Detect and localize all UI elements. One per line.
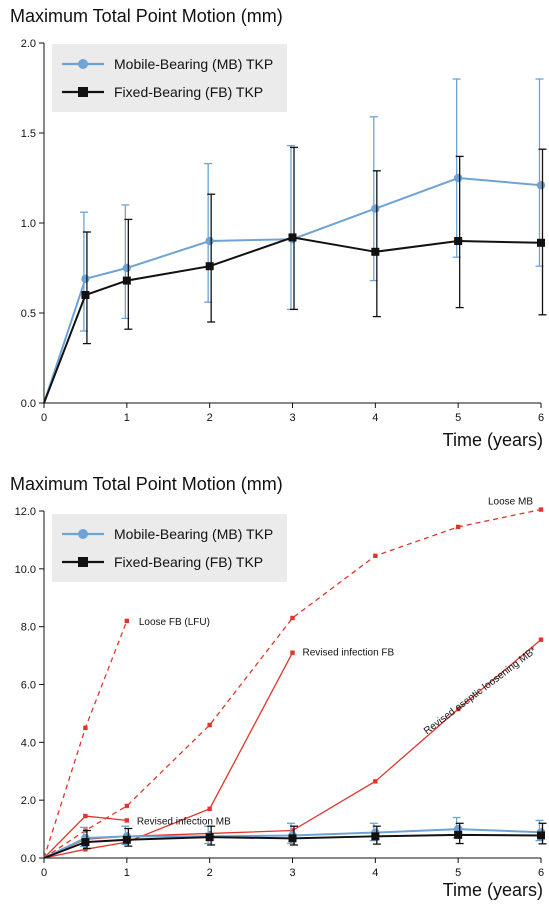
- annotation-label: Revised infection FB: [303, 648, 395, 659]
- legend-label-mb: Mobile-Bearing (MB) TKP: [114, 526, 274, 542]
- series-point: [537, 831, 545, 840]
- series-line: [43, 176, 542, 404]
- annotation-label: Revised aseptic loosening MB*: [422, 645, 539, 737]
- y-tick-label: 0.0: [21, 398, 36, 410]
- chart-title: Maximum Total Point Motion (mm): [10, 6, 283, 26]
- series-point: [81, 291, 90, 299]
- annotation-point: [124, 618, 130, 624]
- legend-swatch-fb: [62, 87, 104, 97]
- annotation-point: [83, 813, 88, 819]
- y-tick-label: 2.0: [21, 38, 36, 50]
- series-point: [454, 237, 463, 245]
- series-point: [371, 204, 380, 213]
- x-tick-label: 2: [207, 412, 213, 424]
- series-line: [43, 236, 542, 404]
- y-tick-label: 0.5: [21, 308, 36, 320]
- annotation-point: [455, 706, 461, 712]
- series-point: [288, 233, 297, 242]
- y-tick-label: 12.0: [15, 506, 36, 518]
- legend-item-fb: Fixed-Bearing (FB) TKP: [60, 78, 273, 106]
- annotation-point: [373, 779, 378, 784]
- y-tick-label: 8.0: [21, 622, 36, 634]
- annotation-point: [290, 650, 295, 655]
- legend-label-mb: Mobile-Bearing (MB) TKP: [114, 56, 274, 72]
- x-tick-label: 0: [41, 867, 47, 879]
- annotation-point: [207, 806, 212, 812]
- x-tick-label: 1: [124, 867, 130, 879]
- annotation-point: [124, 818, 130, 823]
- annotation-point: [538, 507, 544, 512]
- series-point: [205, 236, 214, 246]
- legend-item-fb: Fixed-Bearing (FB) TKP: [60, 548, 273, 576]
- legend-swatch-fb: [62, 557, 104, 567]
- annotation-point: [83, 725, 88, 731]
- series-point: [122, 263, 132, 273]
- legend-swatch-mb: [62, 59, 104, 69]
- annotation-line: [43, 639, 542, 859]
- x-tick-label: 4: [372, 412, 378, 424]
- y-tick-label: 1.5: [21, 128, 36, 140]
- annotation-line: [43, 620, 128, 859]
- series-point: [205, 262, 214, 271]
- x-tick-label: 4: [372, 867, 378, 879]
- annotation-point: [83, 847, 88, 852]
- y-tick-label: 1.0: [21, 218, 36, 230]
- annotation-label: Loose FB (LFU): [139, 617, 210, 628]
- y-tick-label: 2.0: [21, 795, 36, 807]
- x-tick-label: 3: [289, 867, 295, 879]
- annotation-point: [538, 637, 544, 642]
- legend-swatch-mb: [62, 529, 104, 539]
- series-point: [454, 830, 463, 839]
- legend-label-fb: Fixed-Bearing (FB) TKP: [114, 84, 264, 100]
- series-point: [81, 274, 90, 283]
- series-point: [537, 238, 545, 247]
- series-point: [81, 838, 90, 847]
- series-point: [122, 835, 131, 844]
- annotation-point: [455, 524, 461, 530]
- legend-item-mb: Mobile-Bearing (MB) TKP: [60, 520, 273, 548]
- y-tick-label: 10.0: [15, 564, 36, 576]
- series-point: [371, 247, 380, 256]
- x-axis-label: Time (years): [442, 880, 543, 900]
- annotation-point: [290, 828, 295, 833]
- series-point: [205, 833, 214, 842]
- annotation-point: [290, 615, 295, 621]
- annotation-point: [124, 803, 130, 809]
- y-tick-label: 4.0: [21, 737, 36, 749]
- series-point: [536, 181, 546, 190]
- chart-legend: Mobile-Bearing (MB) TKP Fixed-Bearing (F…: [52, 44, 288, 112]
- x-tick-label: 1: [124, 412, 130, 424]
- annotation-label: Revised infection MB: [137, 816, 231, 827]
- y-tick-label: 0.0: [21, 853, 36, 865]
- series-point: [371, 832, 380, 841]
- annotation-label: Loose MB: [488, 497, 533, 508]
- x-tick-label: 0: [41, 412, 47, 424]
- annotation-point: [373, 553, 378, 559]
- series-line: [43, 833, 542, 859]
- x-tick-label: 3: [289, 412, 295, 424]
- y-tick-label: 6.0: [21, 680, 36, 692]
- annotation-line: [43, 508, 542, 859]
- x-tick-label: 5: [455, 867, 461, 879]
- series-point: [453, 173, 463, 183]
- x-axis-label: Time (years): [442, 430, 543, 450]
- annotation-point: [207, 722, 212, 728]
- series-line: [43, 828, 542, 859]
- series-point: [122, 276, 131, 285]
- x-tick-label: 5: [455, 412, 461, 424]
- x-tick-label: 2: [207, 867, 213, 879]
- chart-plot-bottom: 0 1 2 3 4 5 6 0.0 2.0 4.0 6.0 8.0 10.0 12.0 Loose FB (…: [15, 497, 547, 879]
- x-tick-label: 6: [538, 867, 544, 879]
- chart-plot-top: 0 1 2 3 4 5 6 0.0 0.5 1.0 1.5 2.0: [21, 38, 547, 424]
- x-tick-label: 6: [538, 412, 544, 424]
- legend-label-fb: Fixed-Bearing (FB) TKP: [114, 554, 264, 570]
- chart-title: Maximum Total Point Motion (mm): [10, 474, 283, 494]
- chart-legend: Mobile-Bearing (MB) TKP Fixed-Bearing (F…: [52, 514, 288, 582]
- series-point: [288, 834, 297, 843]
- legend-item-mb: Mobile-Bearing (MB) TKP: [60, 50, 273, 78]
